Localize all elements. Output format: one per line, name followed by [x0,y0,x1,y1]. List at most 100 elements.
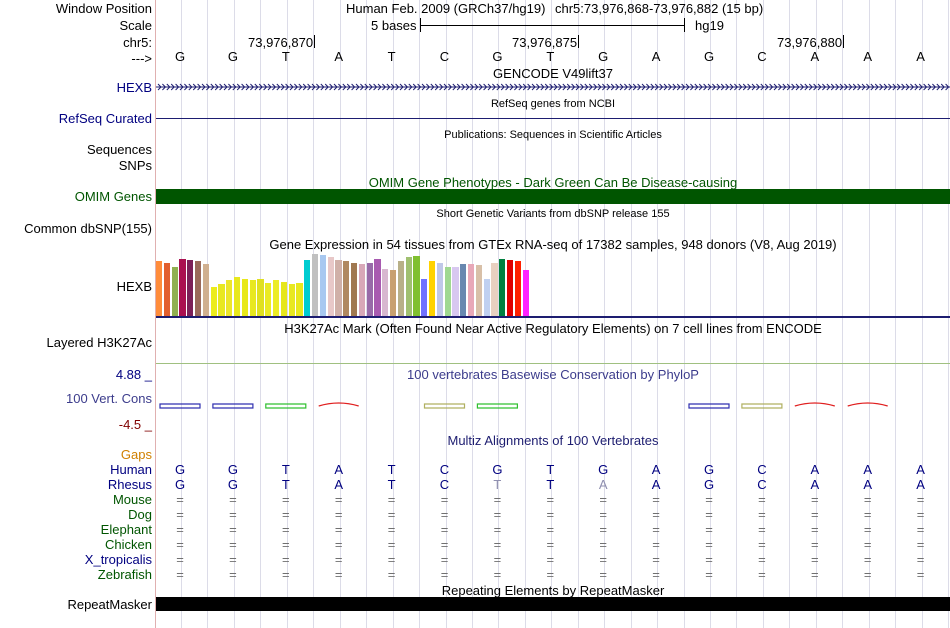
gtex-tissue-bar[interactable] [335,260,342,316]
refseq-track-label[interactable]: RefSeq Curated [58,111,152,126]
phylop-track-title[interactable]: 100 vertebrates Basewise Conservation by… [407,367,699,382]
gtex-tissue-bar[interactable] [202,264,209,316]
gtex-tissue-bar[interactable] [304,260,311,316]
multiz-species-label[interactable]: X_tropicalis [84,552,152,567]
h3k27ac-signal-line[interactable] [156,363,950,364]
multiz-human-base: C [757,462,767,477]
gtex-tissue-bar[interactable] [358,264,365,316]
gtex-tissue-bar[interactable] [171,267,178,316]
gencode-track-label[interactable]: HEXB [116,80,152,95]
dbsnp-track-label[interactable]: Common dbSNP(155) [24,221,152,236]
gtex-tissue-bar[interactable] [257,279,264,316]
gtex-tissue-bar[interactable] [218,284,225,316]
gtex-tissue-bar[interactable] [241,279,248,316]
phylop-score-mark[interactable] [847,402,888,407]
dbsnp-track-title[interactable]: Short Genetic Variants from dbSNP releas… [436,208,670,220]
multiz-species-label[interactable]: Human [110,462,152,477]
gtex-tissue-bar[interactable] [390,270,397,316]
gtex-tissue-bar[interactable] [351,263,358,316]
gtex-tissue-bar[interactable] [413,256,420,316]
repeatmasker-track-label[interactable]: RepeatMasker [67,597,152,612]
gtex-expression-chart[interactable] [156,252,536,316]
gtex-tissue-bar[interactable] [499,259,506,316]
gtex-tissue-bar[interactable] [156,261,163,316]
multiz-match-symbol: = [229,522,237,537]
gtex-tissue-bar[interactable] [491,263,498,316]
gtex-tissue-bar[interactable] [429,261,436,316]
omim-gene-bar[interactable] [156,189,950,204]
gtex-tissue-bar[interactable] [234,277,241,316]
publications-label-snps[interactable]: SNPs [118,158,152,173]
multiz-species-label[interactable]: Elephant [100,522,152,537]
multiz-species-label[interactable]: Chicken [105,537,152,552]
gencode-gene-feature[interactable] [156,80,950,94]
gencode-track-title[interactable]: GENCODE V49lift37 [493,66,613,81]
gtex-tissue-bar[interactable] [444,267,451,316]
gtex-tissue-bar[interactable] [374,259,381,316]
gtex-tissue-bar[interactable] [421,279,428,316]
gtex-tissue-bar[interactable] [296,283,303,316]
strand-label[interactable]: ---> [131,51,152,66]
h3k27ac-track-title[interactable]: H3K27Ac Mark (Often Found Near Active Re… [284,321,822,336]
gtex-tissue-bar[interactable] [343,261,350,316]
gtex-tissue-bar[interactable] [507,260,514,316]
phylop-conservation-plot[interactable] [156,398,950,414]
gtex-tissue-bar[interactable] [265,283,272,316]
refseq-track-title[interactable]: RefSeq genes from NCBI [490,98,616,110]
phylop-score-mark[interactable] [423,403,466,409]
gtex-tissue-bar[interactable] [468,264,475,316]
gtex-tissue-bar[interactable] [195,261,202,316]
omim-track-title[interactable]: OMIM Gene Phenotypes - Dark Green Can Be… [368,175,738,190]
phylop-score-mark[interactable] [159,403,201,409]
gtex-tissue-bar[interactable] [273,280,280,316]
gtex-tissue-bar[interactable] [452,267,459,316]
guide-line [631,0,632,628]
repeatmasker-element-bar[interactable] [156,597,950,611]
phylop-track-label[interactable]: 100 Vert. Cons [66,391,152,406]
gtex-tissue-bar[interactable] [405,257,412,316]
repeatmasker-track-title[interactable]: Repeating Elements by RepeatMasker [441,583,665,598]
gtex-tissue-bar[interactable] [249,280,256,316]
phylop-score-mark[interactable] [794,402,835,407]
multiz-species-label[interactable]: Zebrafish [97,567,152,582]
gtex-tissue-bar[interactable] [460,264,467,316]
gtex-tissue-bar[interactable] [436,263,443,316]
gtex-tissue-bar[interactable] [475,265,482,316]
multiz-species-label[interactable]: Rhesus [107,477,152,492]
phylop-score-mark[interactable] [265,403,307,409]
gtex-tissue-bar[interactable] [327,257,334,316]
window-position-value[interactable]: chr5:73,976,868-73,976,882 (15 bp) [555,1,764,16]
refseq-gene-line[interactable] [156,118,950,119]
gtex-tissue-bar[interactable] [319,255,326,316]
gtex-tissue-bar[interactable] [288,284,295,316]
gtex-tissue-bar[interactable] [397,261,404,316]
gtex-tissue-bar[interactable] [312,254,319,316]
scale-bar-right-tick [684,18,685,32]
phylop-score-mark[interactable] [688,403,730,409]
gtex-track-title[interactable]: Gene Expression in 54 tissues from GTEx … [269,237,837,252]
multiz-gaps-label[interactable]: Gaps [120,447,152,462]
gtex-tissue-bar[interactable] [163,263,170,316]
publications-label-sequences[interactable]: Sequences [86,142,152,157]
multiz-species-label[interactable]: Mouse [112,492,152,507]
phylop-score-mark[interactable] [318,402,359,407]
gtex-tissue-bar[interactable] [226,280,233,316]
gtex-tissue-bar[interactable] [187,260,194,316]
gtex-tissue-bar[interactable] [210,287,217,316]
gtex-tissue-bar[interactable] [522,270,529,316]
gtex-tissue-bar[interactable] [382,269,389,316]
gtex-tissue-bar[interactable] [366,263,373,316]
multiz-track-title[interactable]: Multiz Alignments of 100 Vertebrates [447,433,659,448]
gtex-tissue-bar[interactable] [280,282,287,316]
publications-track-title[interactable]: Publications: Sequences in Scientific Ar… [444,129,662,141]
gtex-track-label[interactable]: HEXB [116,279,152,294]
omim-track-label[interactable]: OMIM Genes [74,189,152,204]
phylop-score-mark[interactable] [741,403,783,409]
phylop-score-mark[interactable] [476,403,518,409]
gtex-tissue-bar[interactable] [483,279,490,316]
multiz-species-label[interactable]: Dog [128,507,152,522]
gtex-tissue-bar[interactable] [514,261,521,316]
h3k27ac-track-label[interactable]: Layered H3K27Ac [46,335,152,350]
phylop-score-mark[interactable] [212,403,254,409]
gtex-tissue-bar[interactable] [179,259,186,316]
